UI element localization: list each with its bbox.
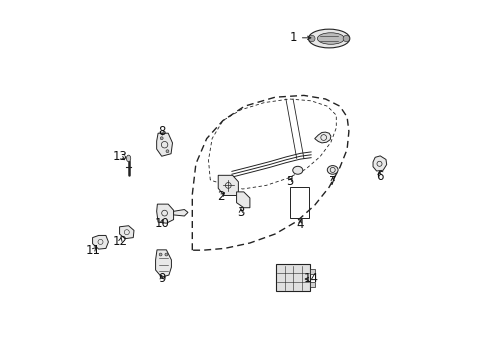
- Text: 13: 13: [113, 150, 127, 163]
- Circle shape: [308, 35, 314, 42]
- Polygon shape: [120, 226, 134, 239]
- Text: 11: 11: [85, 244, 101, 257]
- Circle shape: [160, 137, 163, 140]
- Circle shape: [166, 150, 168, 153]
- Circle shape: [343, 35, 349, 42]
- Polygon shape: [156, 204, 173, 223]
- Bar: [309, 269, 314, 274]
- Polygon shape: [314, 132, 330, 143]
- Ellipse shape: [292, 166, 302, 174]
- Text: 5: 5: [285, 175, 293, 188]
- Polygon shape: [372, 156, 386, 171]
- Text: 12: 12: [113, 235, 127, 248]
- Ellipse shape: [317, 33, 344, 44]
- Ellipse shape: [308, 29, 349, 48]
- Polygon shape: [218, 175, 238, 195]
- Text: 7: 7: [328, 175, 336, 188]
- Text: 8: 8: [158, 125, 165, 138]
- Circle shape: [164, 253, 167, 256]
- Text: 6: 6: [375, 170, 383, 183]
- Polygon shape: [173, 210, 187, 216]
- Ellipse shape: [326, 166, 337, 174]
- Text: 4: 4: [296, 219, 304, 231]
- Polygon shape: [236, 192, 249, 208]
- Polygon shape: [155, 250, 171, 277]
- Text: 2: 2: [217, 190, 224, 203]
- Circle shape: [159, 253, 162, 256]
- Bar: [275, 264, 309, 292]
- Text: 14: 14: [303, 273, 318, 285]
- Polygon shape: [92, 235, 108, 249]
- Text: 3: 3: [237, 206, 244, 219]
- Text: 1: 1: [289, 31, 310, 44]
- Text: 9: 9: [158, 273, 165, 285]
- Bar: [309, 282, 314, 287]
- Bar: [289, 187, 309, 218]
- Text: 10: 10: [154, 217, 169, 230]
- Ellipse shape: [126, 155, 130, 162]
- Polygon shape: [156, 133, 172, 156]
